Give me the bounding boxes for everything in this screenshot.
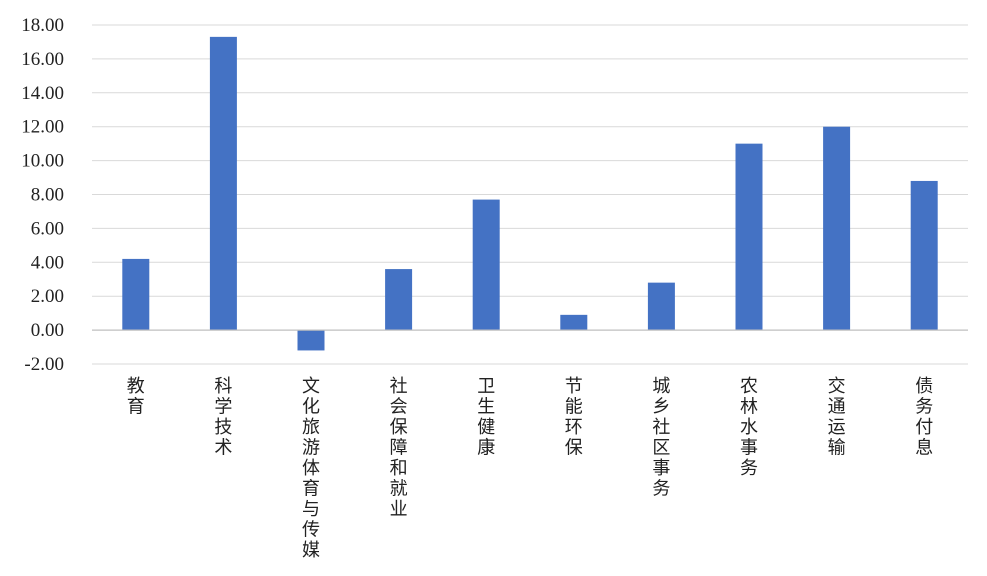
y-tick-label: 0.00: [31, 320, 64, 341]
y-tick-label: 4.00: [31, 252, 64, 273]
x-category-label: 社会保障和就业: [390, 376, 408, 520]
y-tick-label: 8.00: [31, 185, 64, 206]
bar: [647, 282, 675, 331]
y-tick-label: 14.00: [21, 83, 64, 104]
bar: [823, 126, 851, 331]
y-tick-label: 12.00: [21, 117, 64, 138]
x-category-label: 卫生健康: [477, 376, 495, 459]
bar: [910, 180, 938, 331]
bars: [122, 36, 938, 351]
bar: [122, 258, 150, 331]
x-category-label: 农林水事务: [740, 376, 758, 479]
bar: [472, 199, 500, 331]
x-category-label: 城乡社区事务: [652, 376, 670, 500]
y-tick-label: 16.00: [21, 49, 64, 70]
x-axis-category-labels: 教育 科学技术 文化旅游体育与传媒 社会保障和就业 卫生健康 节能环保 城乡社区事务 农林水事…: [127, 376, 933, 561]
x-category-label: 交通运输: [828, 376, 846, 459]
x-category-label: 节能环保: [565, 376, 583, 459]
bar: [385, 269, 413, 331]
y-tick-label: 18.00: [21, 15, 64, 36]
x-category-label: 文化旅游体育与传媒: [302, 376, 320, 561]
bar: [297, 330, 325, 351]
x-category-label: 科学技术: [214, 376, 232, 459]
y-tick-label: 10.00: [21, 151, 64, 172]
x-category-label: 教育: [127, 376, 145, 418]
y-axis-tick-labels: -2.00 0.00 2.00 4.00 6.00 8.00 10.00 12.00 14.00…: [21, 15, 64, 375]
y-tick-label: 2.00: [31, 286, 64, 307]
gridlines: [92, 24, 968, 365]
y-tick-label: -2.00: [24, 354, 64, 375]
bar: [735, 143, 763, 331]
x-category-label: 债务付息: [915, 376, 933, 459]
bar: [560, 314, 588, 331]
y-tick-label: 6.00: [31, 218, 64, 239]
bar: [209, 36, 237, 331]
